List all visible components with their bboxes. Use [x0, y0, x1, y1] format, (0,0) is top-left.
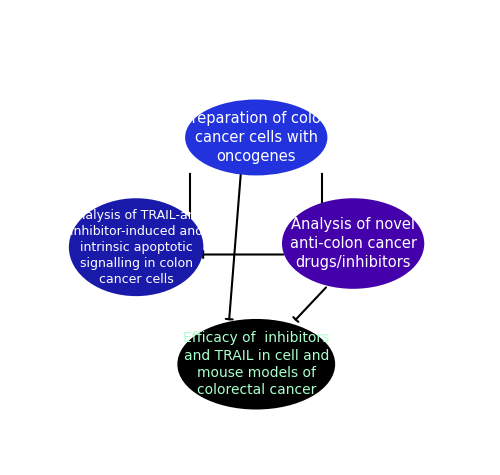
Ellipse shape [186, 101, 326, 174]
Ellipse shape [284, 200, 423, 287]
Ellipse shape [70, 200, 202, 294]
Ellipse shape [179, 320, 334, 408]
Text: Preparation of colon
cancer cells with
oncogenes: Preparation of colon cancer cells with o… [182, 111, 330, 163]
Text: Analysis of TRAIL-and
inhibitor-induced and
intrinsic apoptotic
signalling in co: Analysis of TRAIL-and inhibitor-induced … [69, 209, 203, 285]
Text: Efficacy of  inhibitors
and TRAIL in cell and
mouse models of
colorectal cancer: Efficacy of inhibitors and TRAIL in cell… [183, 331, 330, 397]
Text: Analysis of novel
anti-colon cancer
drugs/inhibitors: Analysis of novel anti-colon cancer drug… [290, 218, 416, 270]
